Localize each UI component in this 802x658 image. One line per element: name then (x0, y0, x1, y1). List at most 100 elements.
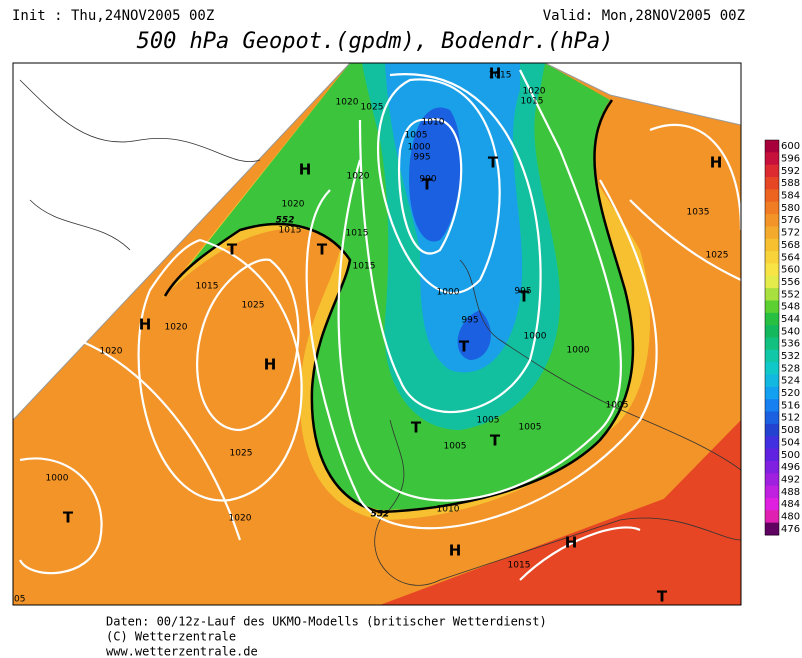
isobar-label: 1015 (489, 71, 512, 81)
isobar-label: 1020 (347, 172, 370, 182)
isobar-label: 1000 (437, 288, 460, 298)
colorbar-swatch (765, 201, 779, 215)
colorbar-label: 508 (781, 425, 800, 436)
colorbar-label: 516 (781, 400, 800, 411)
colorbar-frame (764, 139, 780, 536)
init-time: Init : Thu,24NOV2005 00Z (12, 8, 214, 24)
field-red (380, 420, 741, 605)
isobar-label: 1035 (687, 208, 710, 218)
colorbar-label: 560 (781, 265, 800, 276)
colorbar-swatch (765, 374, 779, 388)
colorbar-swatch (765, 140, 779, 153)
field-deep-blue (409, 107, 491, 360)
isobar-label: 1005 (519, 423, 542, 433)
pressure-center: T (519, 288, 530, 306)
isobar-label: 1025 (230, 449, 253, 459)
colorbar-swatch (765, 362, 779, 376)
contour-552 (163, 99, 635, 514)
colorbar-swatch (765, 263, 779, 277)
colorbar-label: 576 (781, 215, 800, 226)
isobar-label: 1010 (422, 118, 445, 128)
colorbar-label: 532 (781, 351, 800, 362)
colorbar-swatch (765, 238, 779, 252)
colorbar-swatch (765, 300, 779, 314)
colorbar-label: 564 (781, 252, 800, 263)
colorbar-swatch (765, 164, 779, 178)
colorbar-swatch (765, 399, 779, 413)
isobar-label: 1015 (508, 561, 531, 571)
isobar-label: 995 (514, 287, 531, 297)
colorbar-swatch (765, 312, 779, 326)
colorbar-swatch (765, 275, 779, 289)
colorbar-label: 548 (781, 302, 800, 313)
footer-line: Daten: 00/12z-Lauf des UKMO-Modells (bri… (106, 615, 547, 629)
isobar-label: 1015 (279, 226, 302, 236)
isobar-label: 1015 (346, 229, 369, 239)
colorbar-label: 512 (781, 413, 800, 424)
pressure-center: T (490, 432, 501, 450)
chart-title: 500 hPa Geopot.(gpdm), Bodendr.(hPa) (137, 29, 614, 54)
colorbar-swatch (765, 226, 779, 240)
colorbar-label: 504 (781, 437, 800, 448)
colorbar-label: 520 (781, 388, 800, 399)
colorbar-swatch (765, 510, 779, 524)
colorbar-label: 492 (781, 474, 800, 485)
colorbar-swatch (765, 325, 779, 338)
isobar-label: 1020 (229, 514, 252, 524)
contour-label: 552 (276, 216, 295, 226)
pressure-center: H (565, 534, 578, 552)
colorbar-swatch (765, 423, 779, 437)
colorbar-label: 536 (781, 339, 800, 350)
colorbar-swatch (765, 522, 779, 536)
isobar-label: 1020 (100, 347, 123, 357)
domain-edge (13, 63, 741, 421)
isobar-label: 1005 (405, 131, 428, 141)
pressure-center: T (657, 588, 668, 606)
isobar-label: 1000 (524, 332, 547, 342)
pressure-center: T (411, 419, 422, 437)
isobar-label: 1025 (706, 251, 729, 261)
colorbar-swatch (765, 473, 779, 487)
colorbar-label: 480 (781, 511, 800, 522)
isobars (19, 69, 741, 581)
contour-label: 552 (371, 510, 390, 520)
isobar-label: 1000 (567, 346, 590, 356)
pressure-center: H (710, 154, 723, 172)
colorbar-swatch (765, 460, 779, 474)
pressure-center: H (264, 356, 277, 374)
map-frame (12, 62, 742, 606)
pressure-center: H (299, 161, 312, 179)
isobar-label: 1005 (477, 416, 500, 426)
isobar-label: 1000 (46, 474, 69, 484)
isobar-label: 995 (413, 153, 430, 163)
colorbar-swatch (765, 337, 779, 351)
valid-time: Valid: Mon,28NOV2005 00Z (543, 8, 745, 24)
isobar-label: 1020 (165, 323, 188, 333)
colorbar-swatch (765, 349, 779, 363)
colorbar-swatch (765, 152, 779, 166)
colorbar-swatch (765, 497, 779, 511)
colorbar-label: 592 (781, 166, 800, 177)
footer-line: www.wetterzentrale.de (106, 645, 258, 658)
colorbar-label: 528 (781, 363, 800, 374)
colorbar-label: 540 (781, 326, 800, 337)
colorbar-swatch (765, 288, 779, 301)
colorbar-label: 484 (781, 499, 800, 510)
corner-label: 05 (14, 595, 25, 605)
colorbar-label: 584 (781, 191, 800, 202)
isobar-label: 1015 (521, 97, 544, 107)
pressure-center: T (422, 176, 433, 194)
colorbar-label: 488 (781, 487, 800, 498)
isobar-label: 1020 (282, 200, 305, 210)
colorbar-swatch (765, 436, 779, 450)
isobar-label: 1015 (353, 262, 376, 272)
isobar-label: 1005 (606, 401, 629, 411)
colorbar-label: 568 (781, 240, 800, 251)
isobar-label: 1020 (523, 87, 546, 97)
colorbar-swatch (765, 214, 779, 227)
pressure-center: T (227, 241, 238, 259)
isobar-label: 995 (461, 316, 478, 326)
colorbar-swatch (765, 411, 779, 425)
